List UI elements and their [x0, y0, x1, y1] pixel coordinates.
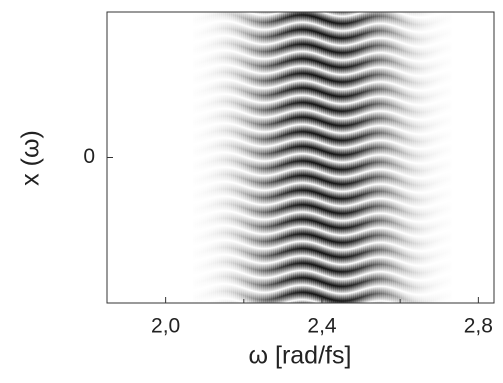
x-tick-label: 2,0 — [151, 315, 180, 338]
x-axis-label: ω [rad/fs] — [249, 342, 352, 370]
heatmap-image — [193, 12, 452, 303]
y-axis-label: x (ω) — [17, 130, 45, 186]
x-tick-label: 2,8 — [464, 315, 493, 338]
y-tick-label: 0 — [83, 145, 95, 168]
x-tick-label: 2,4 — [307, 315, 337, 338]
